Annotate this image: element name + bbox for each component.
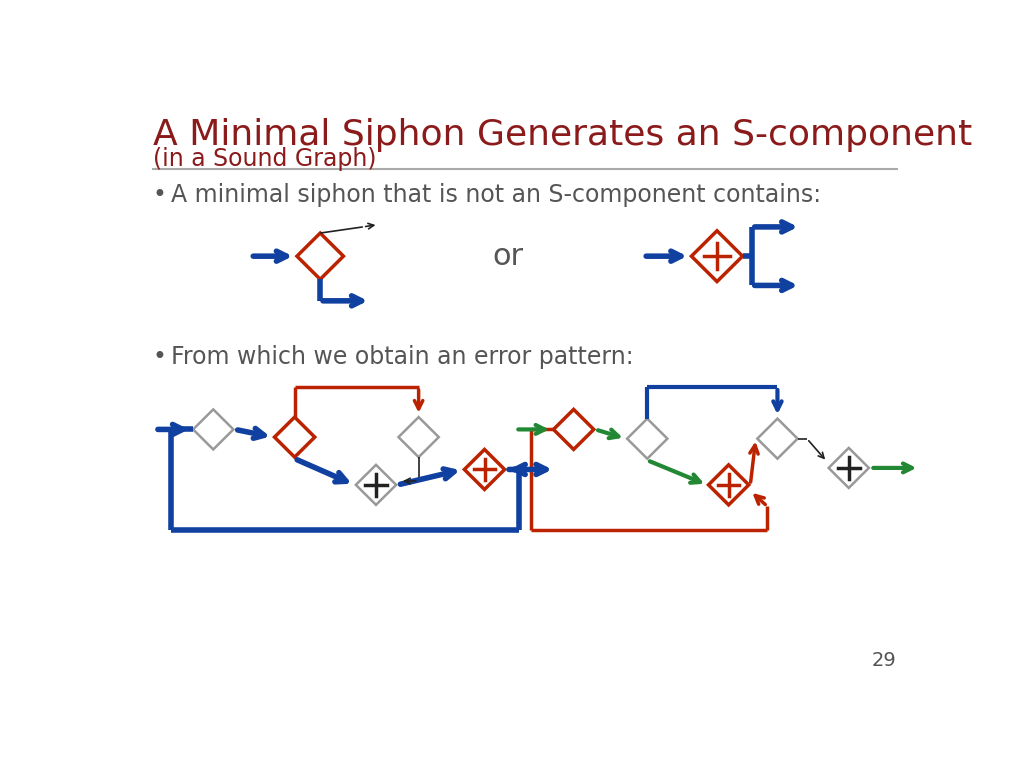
Polygon shape: [398, 417, 438, 457]
Text: or: or: [493, 242, 523, 270]
Polygon shape: [194, 409, 233, 449]
Text: A Minimal Siphon Generates an S-component: A Minimal Siphon Generates an S-componen…: [153, 118, 972, 151]
Polygon shape: [297, 233, 343, 280]
Polygon shape: [554, 409, 594, 449]
Polygon shape: [627, 419, 668, 458]
Polygon shape: [709, 465, 749, 505]
Text: A minimal siphon that is not an S-component contains:: A minimal siphon that is not an S-compon…: [171, 183, 821, 207]
Text: 29: 29: [872, 650, 897, 670]
Polygon shape: [356, 465, 396, 505]
Polygon shape: [691, 230, 742, 282]
Text: From which we obtain an error pattern:: From which we obtain an error pattern:: [171, 345, 633, 369]
Polygon shape: [464, 449, 505, 489]
Polygon shape: [758, 419, 798, 458]
Text: (in a Sound Graph): (in a Sound Graph): [153, 147, 376, 170]
Text: •: •: [153, 183, 167, 207]
Text: •: •: [153, 345, 167, 369]
Polygon shape: [828, 448, 869, 488]
Polygon shape: [274, 417, 314, 457]
